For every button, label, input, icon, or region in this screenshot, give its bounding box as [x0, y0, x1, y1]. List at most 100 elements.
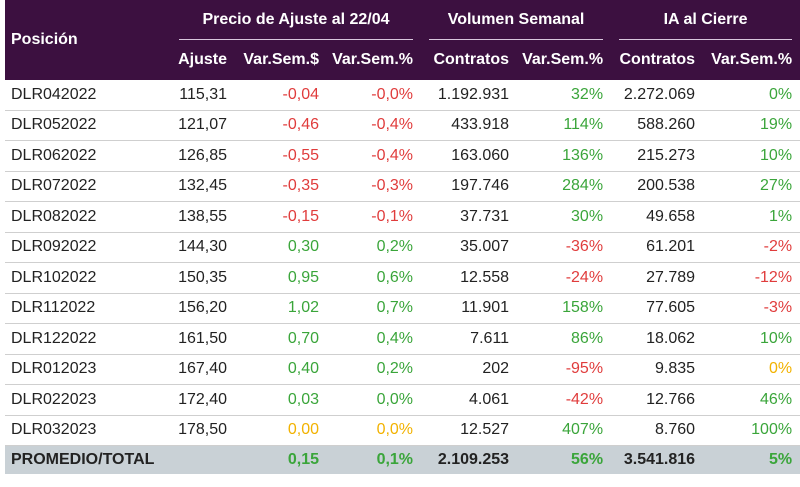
cell-posicion: DLR012023: [5, 354, 171, 385]
table-row: DLR062022 126,85 -0,55 -0,4% 163.060 136% 215.…: [5, 140, 800, 172]
cell-ia-contratos: 200.538: [611, 171, 704, 202]
cell-posicion: DLR052022: [5, 110, 171, 141]
table-body: DLR042022 115,31 -0,04 -0,0% 1.192.931 32% 2.2…: [5, 80, 800, 474]
cell-ajuste: 138,55: [171, 201, 235, 233]
cell-ia-var: -2%: [703, 232, 800, 263]
header-var-sem-abs: Var.Sem.$: [235, 40, 327, 80]
cell-ia-var: 19%: [703, 110, 800, 141]
table-row: DLR082022 138,55 -0,15 -0,1% 37.731 30% 49.658…: [5, 201, 800, 233]
cell-var-sem-pct: 0,2%: [327, 232, 422, 263]
header-ia-var: Var.Sem.%: [703, 40, 800, 80]
cell-var-sem-pct: -0,0%: [327, 80, 422, 111]
header-ajuste: Ajuste: [171, 40, 235, 80]
cell-ia-var: 27%: [703, 171, 800, 202]
cell-ia-var: 10%: [703, 323, 800, 355]
header-var-sem-pct: Var.Sem.%: [327, 40, 422, 80]
cell-contratos: 197.746: [421, 171, 518, 202]
cell-ia-var: 1%: [703, 201, 800, 233]
table-row: DLR072022 132,45 -0,35 -0,3% 197.746 284% 200.…: [5, 171, 800, 202]
cell-var-sem-abs: 0,00: [235, 415, 327, 446]
cell-vol-var: 56%: [517, 445, 612, 474]
cell-posicion: DLR072022: [5, 171, 171, 202]
cell-posicion: DLR032023: [5, 415, 171, 446]
cell-var-sem-abs: 0,03: [235, 384, 327, 416]
cell-var-sem-abs: -0,55: [235, 140, 327, 172]
cell-ia-var: 0%: [703, 354, 800, 385]
cell-posicion: DLR022023: [5, 384, 171, 416]
header-ia-contratos: Contratos: [611, 40, 704, 80]
cell-var-sem-pct: 0,0%: [327, 384, 422, 416]
cell-var-sem-pct: 0,6%: [327, 262, 422, 294]
cell-ajuste: 126,85: [171, 140, 235, 172]
cell-var-sem-abs: -0,46: [235, 110, 327, 141]
cell-ia-var: 10%: [703, 140, 800, 172]
cell-contratos: 35.007: [421, 232, 518, 263]
cell-vol-var: 158%: [517, 293, 612, 324]
cell-ajuste: [171, 445, 235, 474]
cell-var-sem-abs: 1,02: [235, 293, 327, 324]
cell-ia-contratos: 49.658: [611, 201, 704, 233]
cell-ajuste: 156,20: [171, 293, 235, 324]
cell-contratos: 4.061: [421, 384, 518, 416]
cell-ajuste: 178,50: [171, 415, 235, 446]
cell-contratos: 2.109.253: [421, 445, 518, 474]
cell-var-sem-abs: 0,15: [235, 445, 327, 474]
cell-var-sem-pct: -0,3%: [327, 171, 422, 202]
cell-var-sem-pct: 0,7%: [327, 293, 422, 324]
cell-var-sem-abs: -0,15: [235, 201, 327, 233]
cell-ia-contratos: 215.273: [611, 140, 704, 172]
cell-var-sem-pct: 0,0%: [327, 415, 422, 446]
cell-vol-var: 407%: [517, 415, 612, 446]
cell-ajuste: 115,31: [171, 80, 235, 111]
cell-posicion: DLR062022: [5, 140, 171, 172]
cell-ia-var: -3%: [703, 293, 800, 324]
cell-contratos: 37.731: [421, 201, 518, 233]
cell-contratos: 163.060: [421, 140, 518, 172]
table-row: DLR032023 178,50 0,00 0,0% 12.527 407% 8.760 10…: [5, 415, 800, 446]
cell-ia-contratos: 77.605: [611, 293, 704, 324]
cell-contratos: 11.901: [421, 293, 518, 324]
futures-table: Posición Precio de Ajuste al 22/04 Volum…: [5, 0, 800, 474]
cell-var-sem-pct: -0,1%: [327, 201, 422, 233]
cell-var-sem-abs: -0,04: [235, 80, 327, 111]
cell-contratos: 433.918: [421, 110, 518, 141]
header-group-volumen: Volumen Semanal: [421, 0, 612, 40]
cell-vol-var: 136%: [517, 140, 612, 172]
cell-contratos: 7.611: [421, 323, 518, 355]
cell-ia-contratos: 2.272.069: [611, 80, 704, 111]
cell-contratos: 1.192.931: [421, 80, 518, 111]
cell-contratos: 12.527: [421, 415, 518, 446]
table-row: DLR122022 161,50 0,70 0,4% 7.611 86% 18.062 10%: [5, 323, 800, 355]
cell-vol-var: -36%: [517, 232, 612, 263]
cell-ia-var: -12%: [703, 262, 800, 294]
cell-var-sem-pct: 0,4%: [327, 323, 422, 355]
header-contratos: Contratos: [421, 40, 518, 80]
table-row: DLR102022 150,35 0,95 0,6% 12.558 -24% 27.789-…: [5, 262, 800, 294]
cell-posicion: PROMEDIO/TOTAL: [5, 445, 171, 474]
cell-var-sem-pct: -0,4%: [327, 140, 422, 172]
cell-ajuste: 121,07: [171, 110, 235, 141]
cell-ajuste: 150,35: [171, 262, 235, 294]
cell-vol-var: 86%: [517, 323, 612, 355]
table-row: DLR092022 144,30 0,30 0,2% 35.007 -36% 61.201-…: [5, 232, 800, 263]
cell-vol-var: -42%: [517, 384, 612, 416]
cell-ia-contratos: 3.541.816: [611, 445, 704, 474]
cell-posicion: DLR082022: [5, 201, 171, 233]
cell-contratos: 12.558: [421, 262, 518, 294]
cell-posicion: DLR122022: [5, 323, 171, 355]
cell-posicion: DLR092022: [5, 232, 171, 263]
cell-ajuste: 161,50: [171, 323, 235, 355]
cell-ia-var: 5%: [703, 445, 800, 474]
table-row: DLR112022 156,20 1,02 0,7% 11.901 158% 77.605-…: [5, 293, 800, 324]
cell-var-sem-pct: -0,4%: [327, 110, 422, 141]
cell-vol-var: 114%: [517, 110, 612, 141]
cell-ia-contratos: 18.062: [611, 323, 704, 355]
cell-ia-var: 0%: [703, 80, 800, 111]
cell-var-sem-pct: 0,2%: [327, 354, 422, 385]
cell-var-sem-abs: -0,35: [235, 171, 327, 202]
cell-ia-var: 46%: [703, 384, 800, 416]
cell-ajuste: 172,40: [171, 384, 235, 416]
cell-vol-var: -95%: [517, 354, 612, 385]
header-group-precio: Precio de Ajuste al 22/04: [171, 0, 422, 40]
cell-ajuste: 132,45: [171, 171, 235, 202]
